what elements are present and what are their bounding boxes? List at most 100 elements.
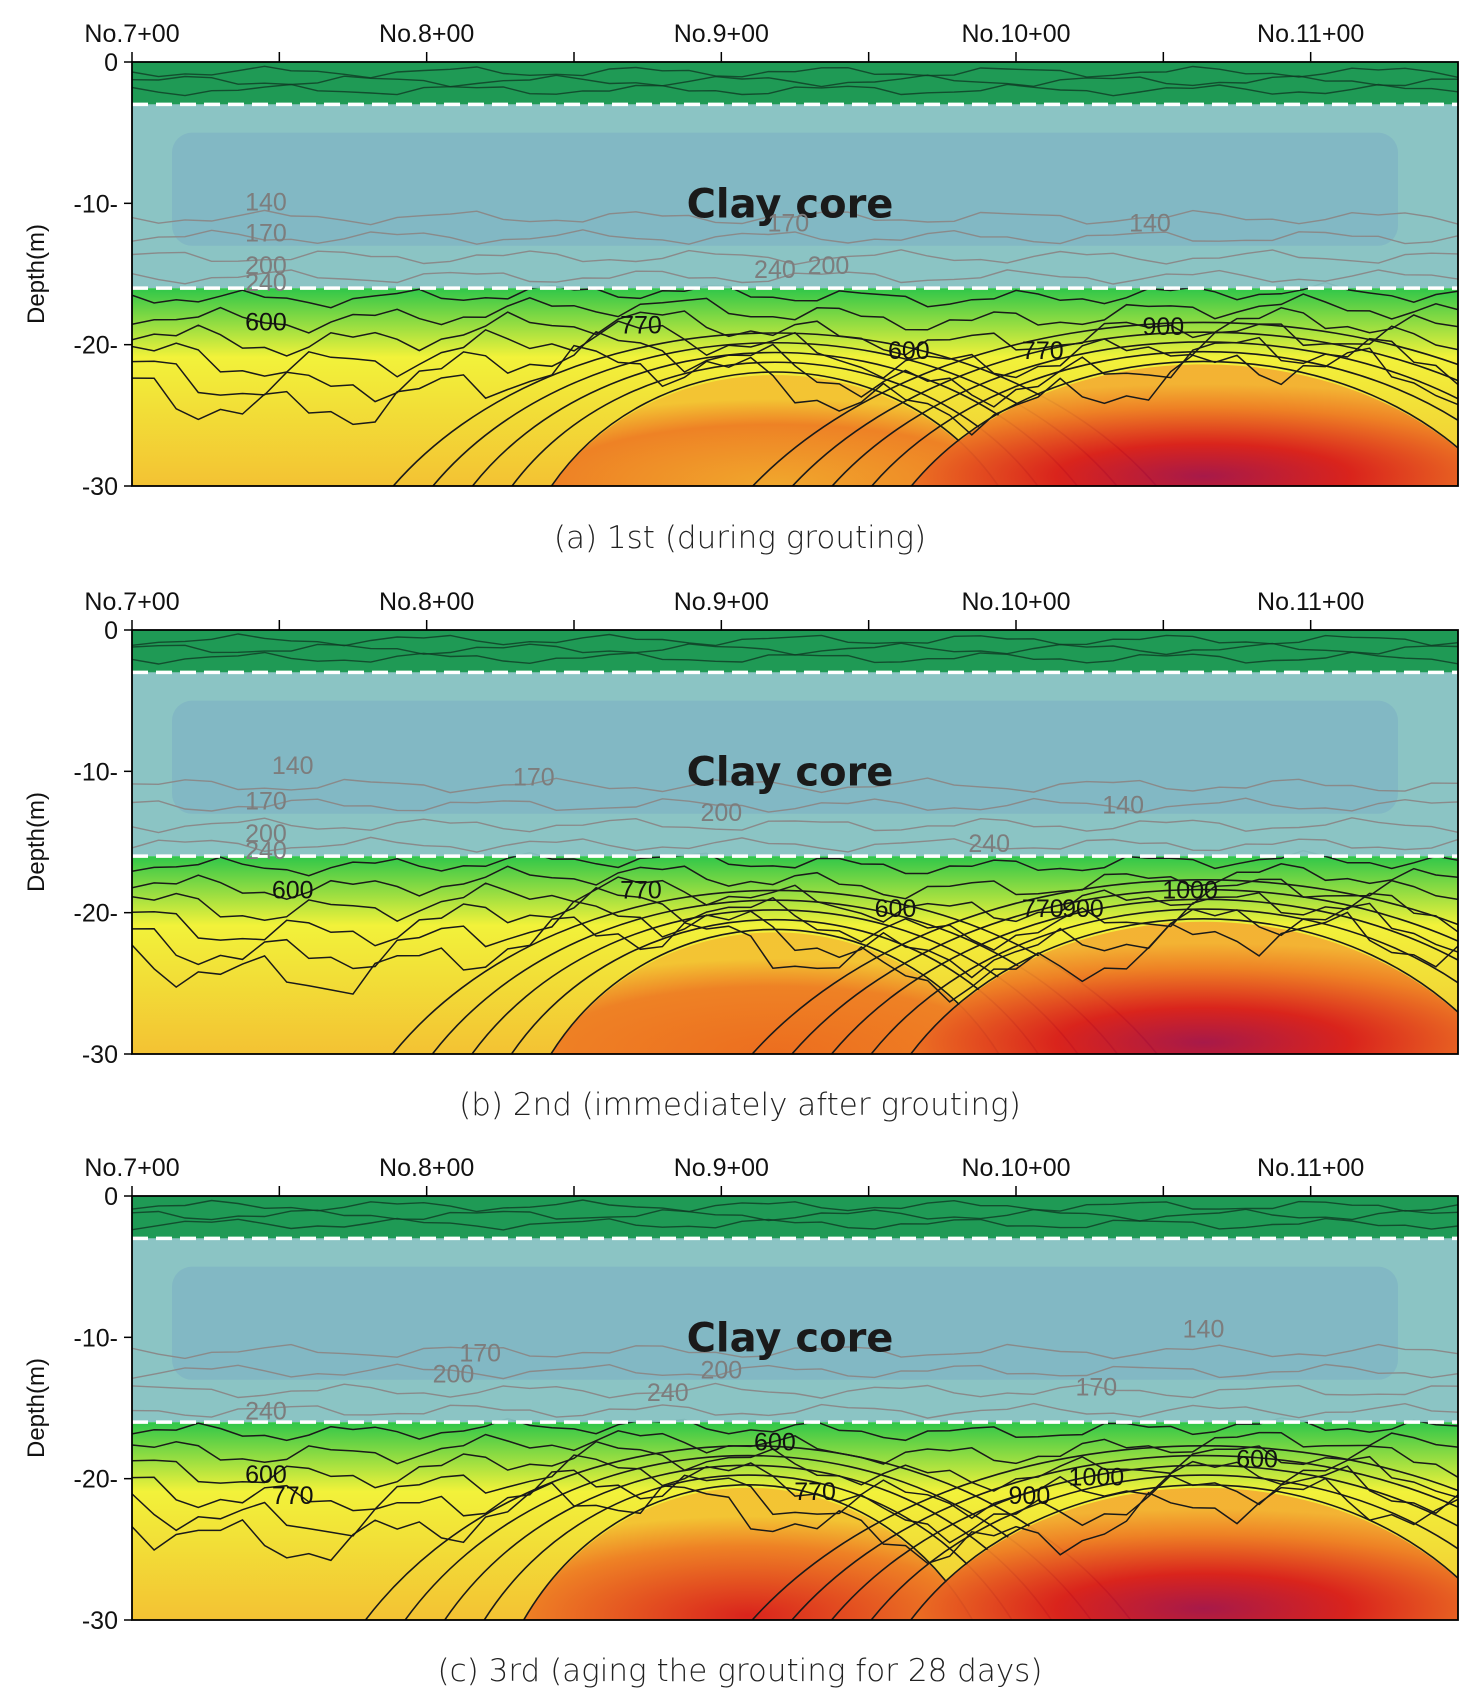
- x-tick-label: No.11+00: [1257, 1154, 1364, 1182]
- contour-label: 600: [1236, 1445, 1278, 1473]
- y-tick-label: -30: [82, 1607, 118, 1635]
- x-tick-label: No.8+00: [379, 588, 474, 616]
- contour-label: 770: [1022, 895, 1064, 923]
- contour-label-core: 170: [245, 219, 287, 247]
- x-tick-label: No.7+00: [84, 588, 179, 616]
- contour-label-core: 200: [700, 1356, 742, 1384]
- high-resistivity-zone: [551, 932, 999, 1054]
- plot-frame: [131, 629, 1459, 1055]
- high-resistivity-zone: [524, 1487, 973, 1620]
- contour-label-core: 140: [1129, 210, 1171, 238]
- contour-label-core: 240: [245, 269, 287, 297]
- y-axis-title: Depth(m): [23, 224, 50, 324]
- clay-core-inner: [172, 700, 1398, 814]
- contour-line: [132, 65, 1458, 79]
- plot-area: [132, 62, 1458, 486]
- contour-line: [132, 330, 1458, 408]
- x-tick-label: No.11+00: [1257, 20, 1364, 48]
- x-tick-label: No.8+00: [379, 1154, 474, 1182]
- contour-line-core: [132, 1363, 1458, 1380]
- contour-label: 770: [620, 877, 662, 905]
- contour-label: 770: [620, 311, 662, 339]
- contour-line: [910, 1484, 1458, 1620]
- y-tick-label: -30: [82, 1041, 118, 1069]
- contour-line: [751, 321, 1458, 486]
- chart-svg: No.7+00 No.8+00 No.9+00 No.10+00 No.11+00 0 -1…: [23, 1154, 1459, 1635]
- high-resistivity-zone: [911, 921, 1458, 1054]
- x-tick-label: No.9+00: [674, 588, 769, 616]
- contour-line: [132, 83, 1458, 97]
- contour-line: [550, 371, 1000, 486]
- contour-line: [132, 320, 1458, 379]
- contour-label-core: 170: [1076, 1373, 1118, 1401]
- contour-line: [910, 918, 1458, 1054]
- x-tick-label: No.10+00: [961, 588, 1070, 616]
- top-layer: [132, 62, 1458, 105]
- high-resistivity-zone: [911, 1487, 1458, 1620]
- contour-label: 600: [272, 877, 314, 905]
- plot-frame: [131, 1195, 1459, 1621]
- contour-label: 1000: [1162, 877, 1218, 905]
- x-tick-label: No.7+00: [84, 1154, 179, 1182]
- contour-line-core: [132, 1382, 1458, 1399]
- y-tick-label: -10-: [74, 190, 118, 218]
- contour-line-core: [132, 1402, 1458, 1419]
- contour-line-core: [132, 1343, 1458, 1360]
- contour-label: 600: [754, 1428, 796, 1456]
- contour-line: [132, 1217, 1458, 1231]
- contour-line: [132, 1477, 1458, 1565]
- contour-line-core: [132, 249, 1458, 266]
- contour-label-core: 200: [808, 252, 850, 280]
- contour-line-core: [132, 209, 1458, 226]
- contour-line: [132, 863, 1458, 900]
- contour-label-core: 240: [968, 830, 1010, 858]
- contour-label-core: 200: [700, 799, 742, 827]
- contour-line: [132, 1440, 1458, 1492]
- y-tick-label: -20-: [74, 1466, 118, 1494]
- contour-line: [132, 293, 1458, 334]
- contour-line: [132, 1454, 1458, 1520]
- contour-line: [132, 307, 1458, 357]
- contour-line: [830, 1464, 1458, 1620]
- plot-area: [132, 1196, 1458, 1620]
- contour-label-core: 240: [245, 837, 287, 865]
- contour-label-core: 170: [459, 1339, 501, 1367]
- contour-label-core: 200: [245, 820, 287, 848]
- contour-label: 770: [1022, 337, 1064, 365]
- contour-line: [132, 344, 1458, 436]
- contour-label-core: 140: [1183, 1315, 1225, 1343]
- contour-line: [132, 1430, 1458, 1465]
- y-tick-label: 0: [104, 617, 118, 645]
- y-tick-label: -10-: [74, 1324, 118, 1352]
- contour-line: [791, 331, 1458, 486]
- contour-line: [132, 633, 1458, 647]
- contour-line-core: [132, 797, 1458, 814]
- panel-a: No.7+00 No.8+00 No.9+00 No.10+00 No.11+00 0 -1…: [0, 0, 1480, 568]
- y-tick-label: -20-: [74, 900, 118, 928]
- contour-line: [132, 876, 1458, 923]
- contour-line-core: [132, 817, 1458, 834]
- clay-core-label: Clay core: [687, 749, 894, 795]
- y-tick-label: 0: [104, 1183, 118, 1211]
- contour-label-core: 140: [245, 188, 287, 216]
- contour-label-core: 240: [754, 256, 796, 284]
- contour-label: 1000: [1069, 1464, 1125, 1492]
- high-resistivity-zone: [551, 375, 998, 486]
- clay-core-inner: [172, 132, 1398, 246]
- x-tick-label: No.9+00: [674, 20, 769, 48]
- contour-line: [132, 651, 1458, 665]
- contour-label: 600: [245, 1461, 287, 1489]
- y-tick-label: -10-: [74, 758, 118, 786]
- y-axis-title: Depth(m): [23, 792, 50, 892]
- clay-core-label: Clay core: [687, 181, 894, 227]
- contour-label: 770: [794, 1478, 836, 1506]
- contour-label-core: 170: [767, 210, 809, 238]
- contour-label: 900: [1142, 313, 1184, 341]
- contour-label-core: 240: [245, 1397, 287, 1425]
- x-tick-label: No.7+00: [84, 20, 179, 48]
- contour-line: [132, 849, 1458, 877]
- contour-line: [132, 911, 1458, 1003]
- panel-c: No.7+00 No.8+00 No.9+00 No.10+00 No.11+00 0 -1…: [0, 1134, 1480, 1702]
- contour-line: [483, 1474, 1013, 1620]
- x-tick-label: No.11+00: [1257, 588, 1364, 616]
